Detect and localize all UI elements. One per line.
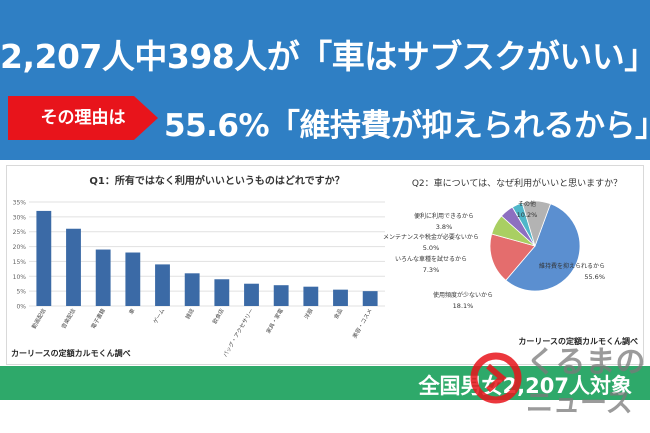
reason-badge: その理由は	[8, 96, 158, 140]
bar-y-tick-label: 35%	[13, 200, 27, 207]
bar-y-tick-label: 25%	[13, 229, 27, 236]
bar-y-tick-label: 10%	[13, 274, 27, 281]
reason-text: 55.6%「維持費が抑えられるから」	[164, 108, 650, 144]
bar-x-tick-label: 美容・コスメ	[350, 307, 373, 340]
logo-line1: くるまの	[526, 345, 645, 380]
bar-7	[214, 279, 230, 306]
pie-label: メンテナンスや税金が必要ないから	[383, 233, 479, 241]
bar-y-tick-label: 0%	[16, 304, 26, 311]
pie-value-label: 3.8%	[436, 223, 453, 231]
bar-3	[95, 249, 111, 306]
bar-11	[333, 289, 348, 306]
logo-line2: ニュース	[526, 388, 633, 419]
pie-label: 使用頻度が少ないから	[433, 291, 493, 299]
pie-value-label: 10.2%	[517, 211, 538, 219]
charts-svg: Q1：所有ではなく利用がいいというものはどれですか？ 0% 5% 10% 15% 20%…	[11, 174, 638, 358]
bar-8	[244, 283, 259, 306]
bar-x-tick-label: 食品	[332, 307, 345, 321]
bar-x-tick-label: バッグ・アクセサリー	[221, 307, 255, 358]
pie-value-label: 7.3%	[423, 266, 440, 274]
pie-slice-2	[489, 233, 536, 281]
bar-x-tick-label: 電子書籍	[89, 307, 107, 330]
bar-9	[273, 285, 289, 306]
pie-slice-6	[521, 200, 552, 248]
bar-x-tick-label: 車	[127, 307, 137, 316]
bar-4	[125, 252, 141, 306]
pie-label: いろんな車種を試せるから	[395, 255, 467, 263]
bar-x-tick-label: 音楽配信	[59, 307, 77, 330]
headline: 2,207人中398人が「車はサブスクがいい」	[0, 37, 650, 76]
pie-chart-slices	[489, 200, 581, 292]
bar-y-tick-label: 30%	[13, 214, 27, 221]
bar-10	[303, 286, 319, 306]
bar-6	[184, 273, 200, 306]
bar-y-tick-label: 5%	[16, 289, 26, 296]
pie-chart-labels: 維持費を抑えられるから 55.6% 使用頻度が少ないから 18.1% いろんな車種を試せ…	[383, 200, 605, 310]
footer-band: 全国男女2,207人対象	[0, 366, 650, 400]
bar-chart-note: カーリースの定額カルモくん調べ	[11, 348, 131, 358]
header-banner: 2,207人中398人が「車はサブスクがいい」 その理由は 55.6%「維持費が…	[0, 0, 650, 160]
pie-chart-note: カーリースの定額カルモくん調べ	[518, 336, 638, 346]
bar-chart-title: Q1：所有ではなく利用がいいというものはどれですか？	[89, 174, 344, 187]
bar-x-tick-label: 動画配信	[30, 307, 48, 330]
bar-12	[362, 291, 378, 306]
pie-label: 維持費を抑えられるから	[539, 262, 605, 270]
bar-2	[66, 228, 81, 306]
bar-y-tick-label: 20%	[13, 244, 27, 251]
bar-chart-grid	[29, 201, 385, 307]
bar-chart-bars	[36, 210, 378, 306]
bar-chart-y-ticks: 0% 5% 10% 15% 20% 25% 30% 35%	[13, 200, 27, 311]
pie-slice-1	[505, 203, 581, 292]
bar-x-tick-label: 雑誌	[183, 307, 196, 321]
bar-x-tick-label: ゲーム	[151, 307, 166, 326]
pie-value-label: 55.6%	[584, 273, 605, 281]
bar-x-tick-label: 飲食店	[210, 307, 225, 326]
pie-chart-title: Q2：車については、なぜ利用がいいと思いますか？	[412, 177, 622, 189]
footer-label: 全国男女2,207人対象	[418, 374, 632, 398]
pie-label: 便利に利用できるから	[414, 212, 474, 220]
charts-panel: Q1：所有ではなく利用がいいというものはどれですか？ 0% 5% 10% 15% 20%…	[6, 165, 644, 365]
bar-1	[36, 210, 52, 306]
bar-y-tick-label: 15%	[13, 259, 27, 266]
pie-label: その他	[518, 200, 536, 208]
kurumanonews-logo: くるまの ニュース	[470, 345, 645, 419]
bar-5	[155, 264, 170, 306]
pie-value-label: 18.1%	[453, 302, 474, 310]
pie-value-label: 5.0%	[423, 244, 440, 252]
bar-x-tick-label: 洋服	[302, 307, 315, 321]
bar-x-tick-label: 家具・家電	[264, 307, 285, 335]
